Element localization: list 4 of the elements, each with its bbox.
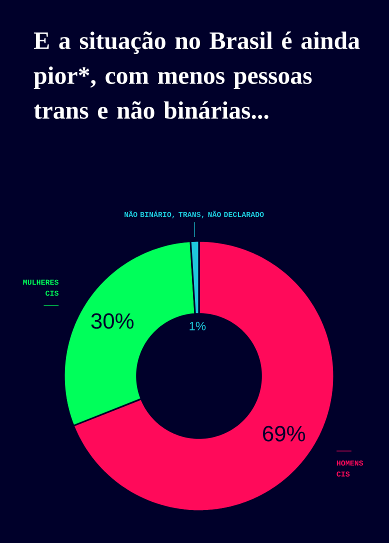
data-label: 69% xyxy=(263,426,306,442)
chart-title: E a situação no Brasil é ainda pior*, com menos pessoas trans e não binárias... xyxy=(34,32,360,119)
data-label: 30% xyxy=(91,313,134,329)
data-label: 1% xyxy=(190,322,206,330)
